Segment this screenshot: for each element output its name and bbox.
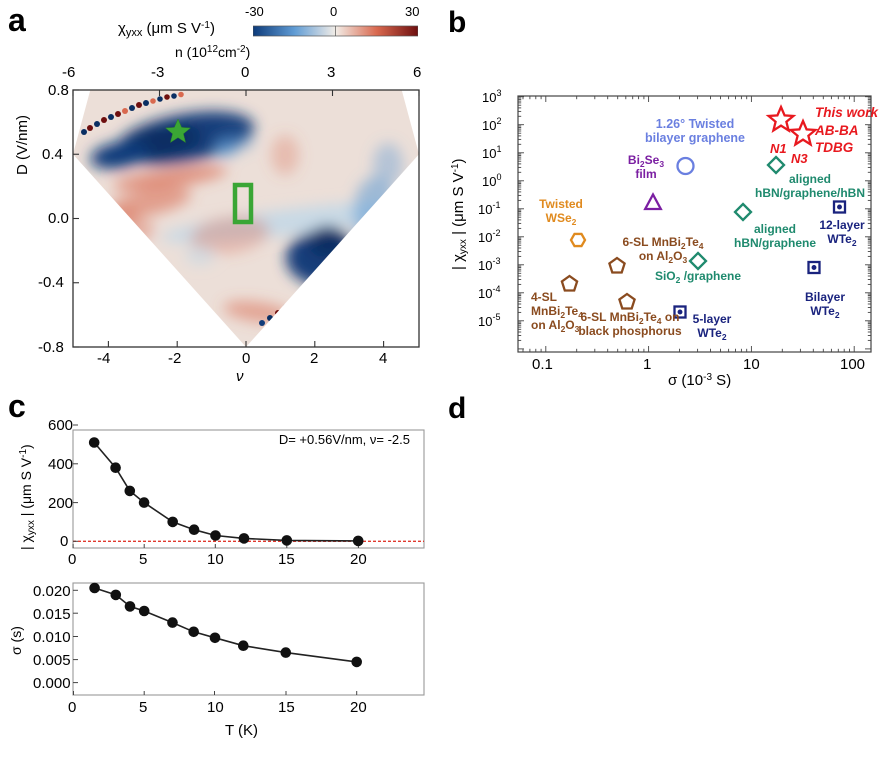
- svg-text:D= +0.56V/nm, ν= -2.5: D= +0.56V/nm, ν= -2.5: [279, 432, 410, 447]
